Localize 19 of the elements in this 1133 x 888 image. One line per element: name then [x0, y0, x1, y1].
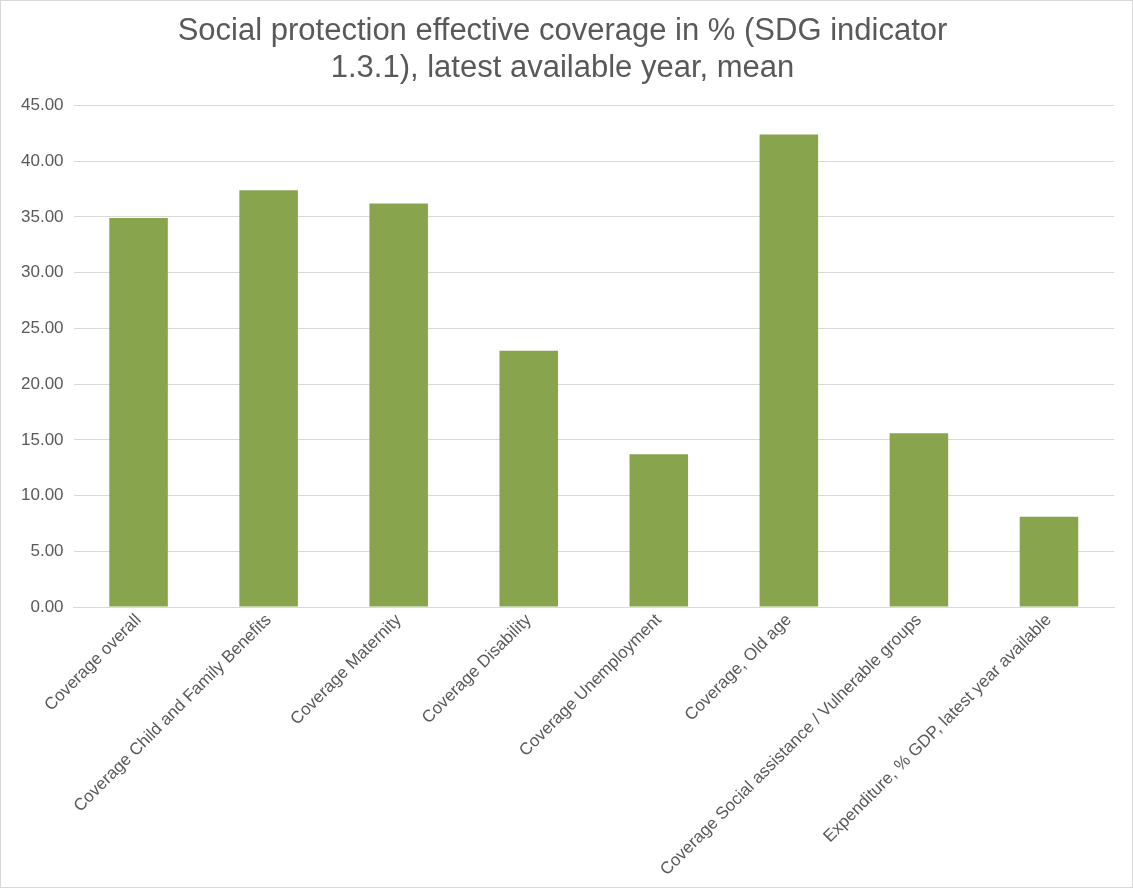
y-tick-label: 25.00 — [20, 318, 64, 338]
bar — [1019, 516, 1079, 607]
bar — [629, 454, 689, 607]
y-tick-label: 5.00 — [30, 541, 64, 561]
bar — [239, 190, 298, 607]
y-tick-label: 45.00 — [20, 95, 64, 115]
y-tick-label: 35.00 — [20, 206, 64, 226]
y-tick-label: 40.00 — [20, 150, 64, 170]
bar — [889, 433, 949, 607]
bar — [499, 350, 559, 607]
y-tick-label: 10.00 — [20, 485, 64, 505]
y-tick-label: 20.00 — [20, 373, 64, 393]
bar — [759, 134, 819, 607]
chart-title: Social protection effective coverage in % (SDG indicator 1.3.1), latest available year, mean — [177, 12, 948, 85]
y-tick-label: 0.00 — [30, 596, 64, 616]
bar — [369, 203, 428, 607]
y-tick-label: 15.00 — [20, 429, 64, 449]
bar — [109, 218, 168, 607]
y-tick-label: 30.00 — [20, 262, 64, 282]
